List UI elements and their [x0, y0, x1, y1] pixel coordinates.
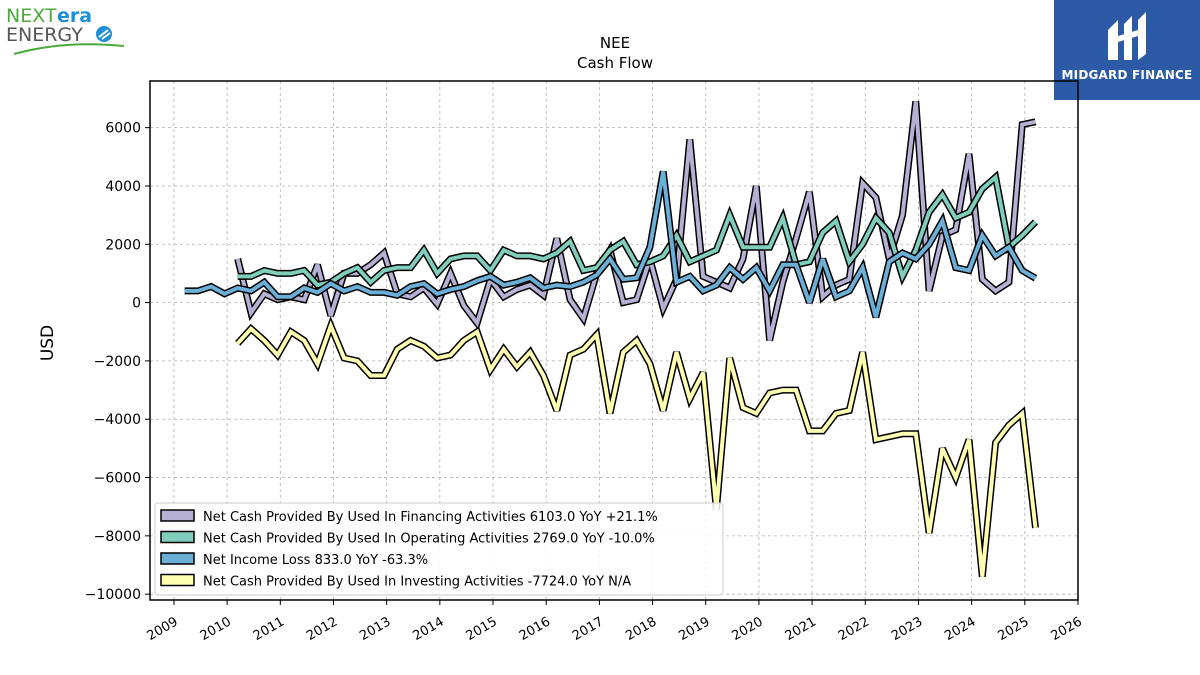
y-tick-label: 4000 [105, 179, 141, 195]
x-tick-label: 2020 [730, 614, 766, 644]
logo-text-next: NEXT [6, 5, 57, 27]
x-tick-label: 2011 [251, 614, 287, 644]
x-tick-label: 2022 [836, 614, 872, 644]
x-tick-label: 2013 [357, 614, 393, 644]
x-tick-label: 2026 [1049, 614, 1085, 644]
legend-box [154, 502, 724, 596]
midgard-mark-icon [1108, 12, 1146, 60]
y-tick-label: −8000 [94, 529, 141, 545]
x-tick-label: 2021 [783, 614, 819, 644]
midgard-finance-text: MIDGARD FINANCE [1061, 68, 1193, 82]
legend-label-1: Net Cash Provided By Used In Financing A… [203, 510, 658, 525]
x-tick-label: 2017 [570, 614, 606, 644]
legend-label-3: Net Income Loss 833.0 YoY -63.3% [203, 553, 428, 568]
legend-swatch-3 [160, 552, 195, 565]
x-tick-label: 2023 [889, 614, 925, 644]
y-tick-label: 6000 [105, 121, 141, 137]
series-line-4 [236, 320, 1038, 577]
x-tick-label: 2015 [464, 614, 500, 644]
logo-text-era: era [57, 5, 92, 27]
legend-swatch-2 [160, 530, 195, 544]
y-tick-label: −6000 [94, 471, 141, 487]
logo-arc [13, 43, 125, 55]
x-tick-label: 2014 [410, 614, 446, 644]
x-tick-label: 2024 [942, 614, 978, 644]
y-tick-label: −4000 [94, 412, 141, 428]
y-axis-label: USD [38, 325, 58, 361]
logo-swoosh-lines [98, 29, 111, 40]
series-line-2 [237, 173, 1037, 288]
chart-subtitle: Cash Flow [577, 54, 653, 72]
x-tick-label: 2025 [995, 614, 1031, 644]
midgard-finance-logo: MIDGARD FINANCE [1054, 0, 1200, 100]
series-line-1 [235, 101, 1036, 341]
chart-title: NEE [600, 34, 630, 52]
plot-frame [149, 80, 1079, 601]
y-tick-label: −2000 [94, 354, 141, 370]
logo-text-energy: ENERGY [6, 24, 83, 46]
series-line-3 [184, 171, 1037, 318]
x-tick-label: 2019 [676, 614, 712, 644]
x-tick-label: 2012 [304, 614, 340, 644]
x-tick-label: 2009 [145, 614, 181, 644]
series-lines [184, 100, 1039, 578]
legend: Net Cash Provided By Used In Financing A… [154, 502, 724, 596]
y-tick-label: 0 [132, 296, 141, 312]
series-outline-1 [234, 100, 1037, 342]
x-tick-label: 2018 [623, 614, 659, 644]
y-tick-label: −10000 [85, 587, 141, 603]
legend-swatch-1 [160, 509, 195, 522]
legend-label-2: Net Cash Provided By Used In Operating A… [203, 532, 655, 547]
legend-swatch-4 [160, 573, 195, 587]
x-tick-label: 2016 [517, 614, 553, 644]
x-tick-label: 2010 [198, 614, 234, 644]
nextera-energy-logo: NEXT era ENERGY [4, 2, 134, 60]
y-tick-label: 2000 [105, 237, 141, 253]
legend-label-4: Net Cash Provided By Used In Investing A… [203, 575, 631, 590]
